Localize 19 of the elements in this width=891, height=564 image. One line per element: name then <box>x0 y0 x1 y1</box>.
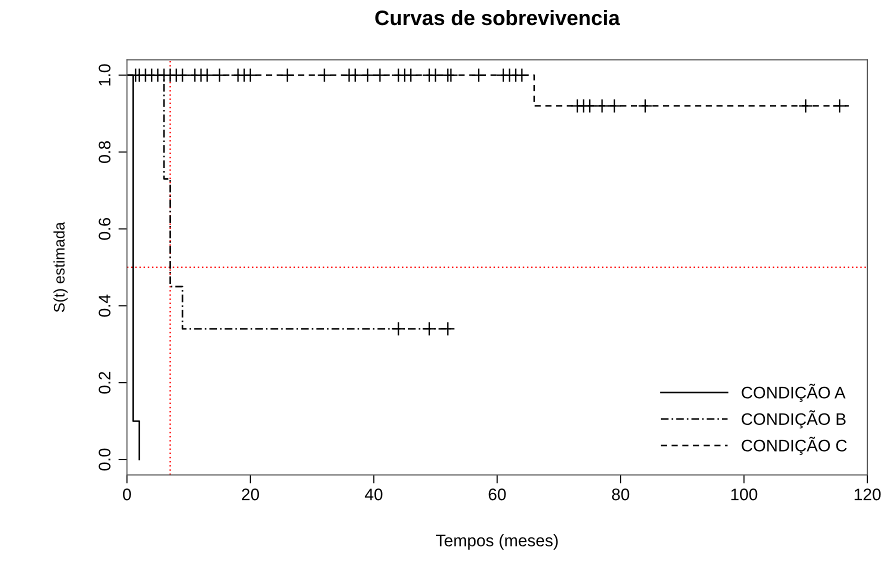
legend-label: CONDIÇÃO A <box>742 384 846 402</box>
legend-label: CONDIÇÃO B <box>742 410 846 428</box>
x-tick-label: 0 <box>122 488 131 500</box>
x-tick-label: 60 <box>488 488 506 500</box>
x-tick-label: 120 <box>854 488 881 500</box>
y-tick-label: 0.0 <box>98 448 110 470</box>
y-axis-title: S(t) estimada <box>53 222 68 312</box>
x-axis-title: Tempos (meses) <box>436 534 558 550</box>
x-tick-label: 80 <box>612 488 630 500</box>
chart-title: Curvas de sobrevivencia <box>375 10 620 26</box>
y-tick-label: 0.8 <box>98 141 110 163</box>
x-tick-label: 20 <box>242 488 259 500</box>
y-tick-label: 0.2 <box>98 372 110 394</box>
x-tick-label: 100 <box>731 488 758 500</box>
x-tick-label: 40 <box>364 488 382 500</box>
legend-label: CONDIÇÃO C <box>742 436 847 455</box>
y-tick-label: 0.4 <box>98 294 110 317</box>
y-tick-label: 0.6 <box>98 218 110 240</box>
y-tick-label: 1.0 <box>98 64 110 86</box>
